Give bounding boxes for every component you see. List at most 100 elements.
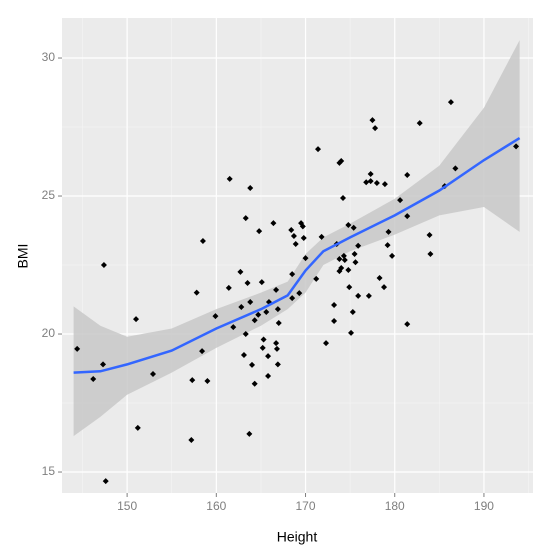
x-tick-label: 160 — [206, 499, 226, 513]
point — [351, 250, 358, 257]
point — [230, 324, 237, 331]
point — [251, 317, 258, 324]
point — [204, 377, 211, 384]
point — [416, 120, 423, 127]
y-tick-label: 20 — [42, 326, 56, 340]
point — [447, 99, 454, 106]
point — [452, 165, 459, 172]
point — [341, 257, 348, 264]
point — [367, 170, 374, 177]
point — [247, 299, 254, 306]
point — [381, 284, 388, 291]
point — [372, 125, 379, 132]
point — [193, 289, 200, 296]
point — [149, 371, 156, 378]
point — [259, 344, 266, 351]
point — [365, 292, 372, 299]
point — [369, 117, 376, 124]
point — [384, 242, 391, 249]
point — [299, 223, 306, 230]
point — [331, 318, 338, 325]
point — [270, 220, 277, 227]
point — [225, 284, 232, 291]
point — [397, 197, 404, 204]
point — [274, 361, 281, 368]
point — [376, 274, 383, 281]
x-tick-label: 190 — [474, 499, 494, 513]
point — [273, 340, 280, 347]
point — [404, 321, 411, 328]
smooth-line — [73, 136, 521, 374]
x-tick-label: 180 — [385, 499, 405, 513]
point — [249, 361, 256, 368]
point — [338, 157, 345, 164]
point — [323, 340, 330, 347]
point — [350, 224, 357, 231]
point — [426, 231, 433, 238]
point — [289, 271, 296, 278]
point — [188, 437, 195, 444]
x-axis-label: Height — [277, 529, 318, 545]
y-tick-label: 15 — [42, 464, 56, 478]
point — [331, 302, 338, 309]
point — [212, 313, 219, 320]
point — [199, 238, 206, 245]
point — [134, 424, 141, 431]
point — [265, 372, 272, 379]
point — [345, 266, 352, 273]
point — [251, 380, 258, 387]
y-axis-label: BMI — [15, 244, 31, 269]
point — [275, 319, 282, 326]
point — [240, 351, 247, 358]
point — [318, 233, 325, 240]
point — [349, 308, 356, 315]
point — [260, 336, 267, 343]
point — [315, 146, 322, 153]
point — [289, 295, 296, 302]
y-tick-label: 25 — [42, 188, 56, 202]
point — [189, 377, 196, 384]
x-tick-label: 170 — [296, 499, 316, 513]
point — [339, 194, 346, 201]
point — [247, 185, 254, 192]
point — [300, 234, 307, 241]
confidence-band — [73, 40, 520, 437]
point — [265, 353, 272, 360]
point — [348, 329, 355, 336]
point — [313, 275, 320, 282]
point — [274, 306, 281, 313]
y-tick-label: 30 — [42, 50, 56, 64]
point — [100, 262, 107, 269]
point — [237, 268, 244, 275]
point — [199, 348, 206, 355]
point — [133, 316, 140, 323]
point — [338, 265, 345, 272]
point — [242, 215, 249, 222]
point — [367, 178, 374, 185]
point — [292, 241, 299, 248]
point — [345, 222, 352, 229]
point — [389, 252, 396, 259]
point — [355, 292, 362, 299]
x-tick-label: 150 — [117, 499, 137, 513]
point — [242, 331, 249, 338]
point — [352, 259, 359, 266]
point — [340, 252, 347, 259]
point — [404, 213, 411, 220]
point — [74, 345, 81, 352]
point — [258, 279, 265, 286]
point — [404, 172, 411, 179]
point — [102, 478, 109, 485]
point — [290, 233, 297, 240]
point — [427, 250, 434, 257]
point — [226, 175, 233, 182]
point — [363, 179, 370, 186]
point — [302, 255, 309, 262]
panel — [62, 18, 533, 493]
point — [385, 228, 392, 235]
point — [256, 228, 263, 235]
point — [263, 308, 270, 315]
point — [246, 430, 253, 437]
